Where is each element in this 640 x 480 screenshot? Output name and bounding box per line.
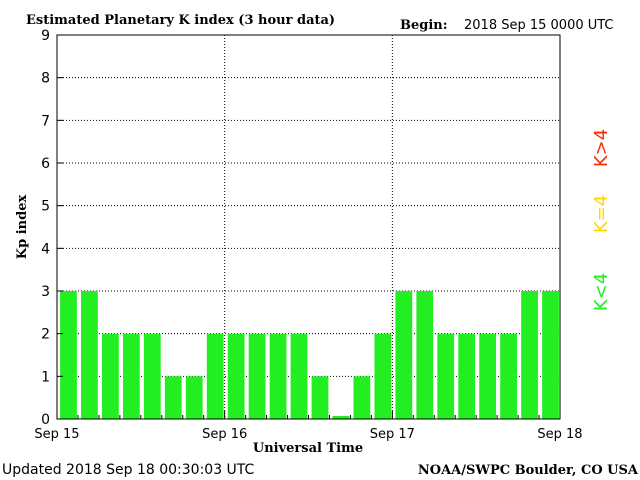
kp-bar (81, 291, 98, 419)
kp-bar (437, 333, 455, 419)
y-axis-label: Kp index (15, 195, 30, 260)
legend-k-less-4: K<4 (591, 273, 612, 311)
y-tick-label: 3 (41, 284, 50, 300)
kp-bar (269, 333, 287, 419)
y-tick-label: 9 (41, 28, 50, 44)
kp-bar (521, 291, 538, 419)
kp-bar (248, 333, 266, 419)
begin-label: Begin: (400, 18, 448, 33)
updated-timestamp: Updated 2018 Sep 18 00:30:03 UTC (2, 462, 255, 478)
kp-bar (102, 333, 119, 419)
kp-bar (458, 333, 476, 419)
y-tick-label: 8 (41, 71, 50, 87)
begin-value: 2018 Sep 15 0000 UTC (464, 18, 614, 33)
y-tick-label: 1 (41, 369, 50, 385)
kp-bar (353, 376, 371, 419)
bars-group (60, 291, 559, 419)
y-tick-labels: 0 1 2 3 4 5 6 7 8 9 (41, 28, 63, 428)
kp-bar (60, 291, 77, 419)
y-tick-label: 2 (41, 327, 50, 343)
legend-k-equal-4: K=4 (591, 195, 612, 233)
kp-bar (290, 333, 308, 419)
x-tick-label: Sep 17 (370, 427, 415, 442)
grid-lines (57, 35, 560, 419)
kp-bar (164, 376, 182, 419)
kp-bar (332, 416, 350, 419)
kp-bar (416, 291, 434, 419)
source-credit: NOAA/SWPC Boulder, CO USA (418, 463, 639, 478)
x-tick-label: Sep 18 (537, 427, 582, 442)
legend-k-greater-4: K>4 (591, 129, 612, 167)
chart-title: Estimated Planetary K index (3 hour data… (26, 13, 335, 28)
kp-bar (479, 333, 497, 419)
kp-bar (122, 333, 140, 419)
kp-bar (227, 333, 245, 419)
kp-bar (143, 333, 161, 419)
kp-bar (185, 376, 203, 419)
kp-bar (542, 291, 559, 419)
x-axis-label: Universal Time (253, 441, 363, 456)
y-tick-label: 4 (41, 241, 50, 257)
kp-bar (500, 333, 517, 419)
kp-bar (206, 333, 224, 419)
y-tick-label: 7 (41, 113, 50, 129)
x-tick-labels: Sep 15 Sep 16 Sep 17 Sep 18 (34, 411, 583, 442)
kp-bar (311, 376, 329, 419)
kp-bar (395, 291, 413, 419)
y-tick-label: 5 (41, 199, 50, 215)
kp-bar (374, 333, 392, 419)
x-tick-label: Sep 16 (202, 427, 247, 442)
y-tick-label: 6 (41, 156, 50, 172)
y-tick-label: 0 (41, 412, 50, 428)
x-tick-label: Sep 15 (34, 427, 79, 442)
